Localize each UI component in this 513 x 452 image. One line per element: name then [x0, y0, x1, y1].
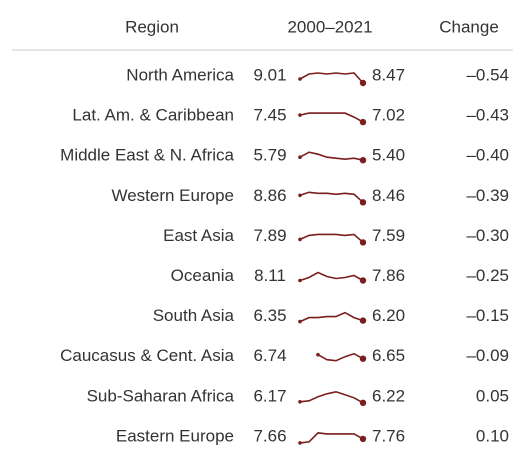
change: 0.05: [476, 386, 509, 405]
end-dot: [359, 199, 367, 206]
start-value: 5.79: [253, 146, 286, 165]
start-value: 8.11: [254, 266, 286, 285]
sparkline: [317, 352, 364, 362]
start-value: 6.74: [253, 346, 286, 365]
change: –0.25: [466, 266, 509, 285]
start-dot: [298, 193, 302, 198]
end-value: 7.86: [372, 266, 405, 285]
sparkline: [299, 233, 364, 243]
end-value: 7.76: [372, 426, 405, 445]
end-value: 8.47: [372, 65, 405, 84]
end-dot: [359, 277, 367, 284]
change: –0.39: [466, 186, 509, 205]
rows: North America 9.01 8.47 –0.54 Lat. Am. & Car…: [60, 65, 509, 445]
end-dot: [359, 157, 367, 164]
region: North America: [126, 65, 234, 84]
start-dot: [298, 77, 302, 81]
sparkline: [299, 112, 364, 123]
start-value: 7.66: [253, 426, 286, 445]
sparkline: [299, 271, 364, 282]
header-change: Change: [439, 17, 499, 36]
region: Western Europe: [111, 186, 234, 205]
region: Sub-Saharan Africa: [87, 386, 235, 405]
end-dot: [359, 239, 367, 246]
sparkline: [299, 311, 364, 323]
start-dot: [298, 441, 302, 445]
start-value: 7.45: [253, 106, 286, 125]
end-dot: [359, 399, 367, 406]
sparkline: [299, 432, 364, 444]
start-value: 6.17: [253, 386, 286, 405]
sparkline: [299, 72, 364, 84]
end-value: 6.20: [372, 306, 405, 325]
region: Lat. Am. & Caribbean: [72, 106, 234, 125]
change: –0.43: [466, 106, 509, 125]
change: –0.09: [466, 346, 509, 365]
start-value: 6.35: [253, 306, 286, 325]
end-value: 7.02: [372, 106, 405, 125]
end-value: 5.40: [372, 146, 405, 165]
end-value: 7.59: [372, 226, 405, 245]
sparkline: [299, 191, 364, 203]
end-dot: [359, 355, 367, 362]
start-dot: [298, 155, 302, 159]
change: 0.10: [476, 426, 509, 445]
start-value: 7.89: [253, 226, 286, 245]
sparkline: [299, 390, 364, 404]
end-dot: [359, 118, 367, 126]
start-dot: [298, 278, 302, 283]
end-value: 6.65: [372, 346, 405, 365]
region: Oceania: [171, 266, 235, 285]
region: East Asia: [163, 226, 234, 245]
change: –0.30: [466, 226, 509, 245]
region: Eastern Europe: [116, 426, 234, 445]
start-dot: [298, 400, 302, 404]
region: South Asia: [153, 306, 235, 325]
change: –0.40: [466, 146, 509, 165]
region: Caucasus & Cent. Asia: [60, 346, 234, 365]
end-value: 8.46: [372, 186, 405, 205]
start-dot: [298, 319, 302, 324]
start-dot: [298, 113, 302, 117]
header-region: Region: [125, 17, 179, 36]
region: Middle East & N. Africa: [60, 146, 234, 165]
start-dot: [298, 237, 302, 242]
change: –0.54: [466, 65, 509, 84]
start-dot: [316, 352, 320, 357]
sparkline: [299, 151, 364, 161]
start-value: 9.01: [253, 65, 286, 84]
start-value: 8.86: [253, 186, 286, 205]
change: –0.15: [466, 306, 509, 325]
end-dot: [359, 79, 367, 87]
header-period: 2000–2021: [287, 17, 372, 36]
end-value: 6.22: [372, 386, 405, 405]
end-dot: [359, 435, 367, 443]
end-dot: [359, 317, 367, 324]
